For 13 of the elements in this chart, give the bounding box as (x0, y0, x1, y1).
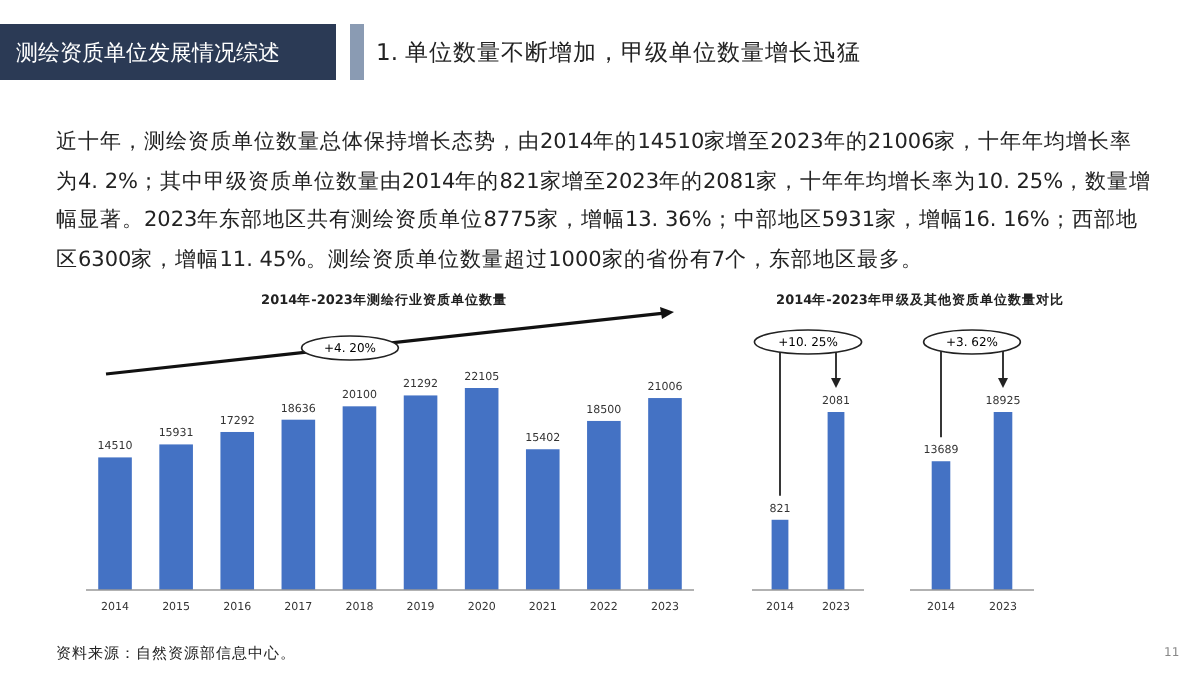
bar (281, 419, 316, 590)
text: 近十年，测绘资质单位数量总体保持增长态势，由2014年的14510家增至2023年的21006家，十年年均增长率为4. 2%；其中甲级资质单位数量由2014年的821家增至2023年的2081家，十年年均增长率为10. 25%，数量增幅显著。2023年东部地区共有测绘资质单位8775家，增幅13. 36%；中部地区5931家，增幅16. 16%；西部地区6300家，增幅11. 45%。测绘资质单位数量超过1000家的省份有7个，东部地区最多。 (56, 128, 1152, 275)
text: 1. 单位数量不断增加，甲级单位数量增长迅猛 (376, 38, 862, 66)
bar (403, 395, 438, 590)
text: 测绘资质单位发展情况综述 (16, 40, 280, 66)
bar (342, 406, 377, 590)
bar (648, 398, 682, 590)
bar (98, 457, 132, 590)
bar (220, 431, 255, 590)
bar (587, 420, 621, 590)
bar (464, 388, 499, 590)
bar (159, 444, 193, 590)
bar (525, 449, 560, 590)
